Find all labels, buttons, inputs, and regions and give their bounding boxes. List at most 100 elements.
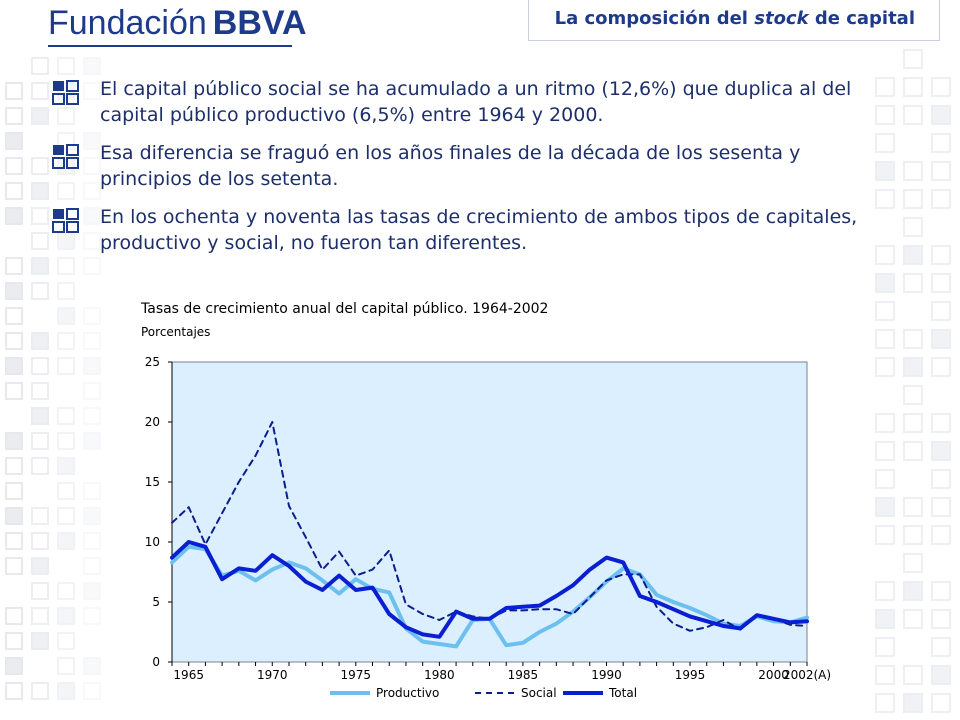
background-square — [83, 232, 101, 250]
background-square — [903, 441, 923, 461]
background-square — [875, 469, 895, 489]
background-square — [5, 507, 23, 525]
background-square — [903, 581, 923, 601]
background-square — [875, 413, 895, 433]
title-emphasis: stock — [754, 8, 809, 29]
background-square — [5, 632, 23, 650]
background-square — [57, 407, 75, 425]
background-square — [31, 357, 49, 375]
background-square — [31, 107, 49, 125]
background-square — [931, 441, 951, 461]
background-square — [83, 682, 101, 700]
background-square — [5, 182, 23, 200]
background-pattern-right — [875, 49, 951, 713]
x-tick-label: 1970 — [257, 668, 288, 682]
background-square — [83, 507, 101, 525]
background-square — [31, 282, 49, 300]
background-square — [57, 582, 75, 600]
background-square — [903, 665, 923, 685]
background-square — [903, 273, 923, 293]
background-square — [31, 82, 49, 100]
background-square — [931, 133, 951, 153]
background-square — [875, 273, 895, 293]
background-square — [931, 497, 951, 517]
chart-subtitle: Porcentajes — [141, 325, 211, 339]
background-square — [57, 532, 75, 550]
bullet-squares-icon — [52, 80, 79, 105]
bullet-text: El capital público social se ha acumulad… — [100, 78, 852, 126]
background-square — [875, 357, 895, 377]
x-tick-label: 2000 — [758, 668, 789, 682]
background-square — [83, 482, 101, 500]
background-square — [903, 553, 923, 573]
background-square — [5, 257, 23, 275]
logo-brand: BBVA — [212, 4, 307, 42]
title-box: La composición del stock de capital — [528, 0, 940, 41]
background-square — [83, 182, 101, 200]
background-square — [5, 332, 23, 350]
background-square — [903, 105, 923, 125]
legend-label-total: Total — [608, 686, 637, 700]
background-square — [83, 382, 101, 400]
background-square — [83, 657, 101, 675]
background-square — [875, 441, 895, 461]
background-square — [83, 432, 101, 450]
background-square — [5, 607, 23, 625]
background-square — [83, 407, 101, 425]
background-square — [931, 637, 951, 657]
background-square — [931, 245, 951, 265]
background-square — [931, 161, 951, 181]
y-tick-label: 10 — [145, 535, 160, 549]
background-square — [83, 332, 101, 350]
background-square — [5, 457, 23, 475]
background-square — [903, 245, 923, 265]
background-square — [57, 282, 75, 300]
background-square — [5, 532, 23, 550]
background-square — [31, 57, 49, 75]
x-tick-label: 1990 — [591, 668, 622, 682]
background-square — [875, 105, 895, 125]
background-square — [903, 357, 923, 377]
background-square — [875, 637, 895, 657]
background-square — [57, 57, 75, 75]
background-square — [57, 257, 75, 275]
background-square — [31, 382, 49, 400]
background-square — [31, 232, 49, 250]
background-square — [903, 161, 923, 181]
x-tick-label: 1975 — [341, 668, 372, 682]
y-tick-label: 5 — [152, 595, 160, 609]
legend-label-productivo: Productivo — [376, 686, 439, 700]
background-square — [5, 382, 23, 400]
background-square — [31, 632, 49, 650]
background-square — [903, 385, 923, 405]
background-square — [875, 609, 895, 629]
background-square — [83, 357, 101, 375]
background-square — [931, 189, 951, 209]
background-square — [903, 77, 923, 97]
background-square — [875, 525, 895, 545]
background-square — [903, 329, 923, 349]
background-square — [83, 207, 101, 225]
background-square — [31, 507, 49, 525]
background-square — [57, 307, 75, 325]
background-square — [57, 357, 75, 375]
background-square — [5, 432, 23, 450]
background-square — [57, 607, 75, 625]
background-square — [83, 607, 101, 625]
background-square — [5, 557, 23, 575]
background-square — [83, 557, 101, 575]
chart-title: Tasas de crecimiento anual del capital p… — [141, 301, 549, 317]
background-square — [5, 657, 23, 675]
line-chart: 0 5 10 15 20 25 1965 1970 1975 1980 1985 1990 1995 20… — [145, 355, 831, 700]
background-square — [5, 682, 23, 700]
background-square — [903, 609, 923, 629]
background-square — [83, 157, 101, 175]
background-square — [83, 82, 101, 100]
background-square — [57, 682, 75, 700]
background-square — [931, 329, 951, 349]
background-square — [931, 469, 951, 489]
background-square — [83, 132, 101, 150]
background-square — [83, 582, 101, 600]
logo-text: Fundación — [48, 4, 207, 42]
x-tick-label: 1980 — [424, 668, 455, 682]
